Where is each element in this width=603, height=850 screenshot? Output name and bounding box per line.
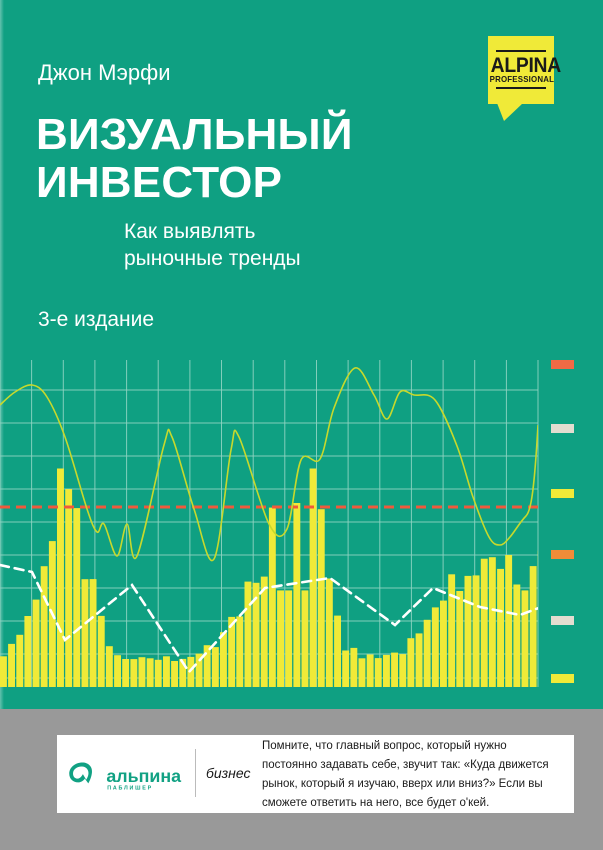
svg-text:ПАБЛИШЕР: ПАБЛИШЕР — [107, 786, 153, 792]
svg-text:альпина: альпина — [106, 766, 182, 786]
